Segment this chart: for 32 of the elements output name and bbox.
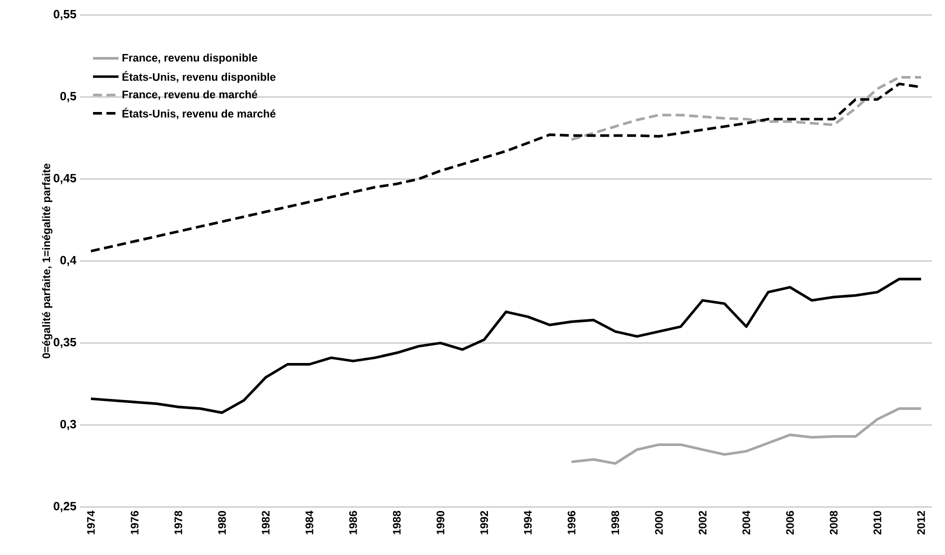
x-tick-label: 2012 [917,510,925,535]
x-tick-label: 1988 [392,510,401,534]
x-tick-label: 2010 [874,510,882,535]
x-tick-label: 1990 [436,510,444,534]
y-axis-title: 0=égalité parfaite, 1=inégalité parfaite [42,164,52,358]
legend-label: États-Unis, revenu de marché [122,108,276,120]
x-tick-label: 1984 [306,510,314,534]
x-tick-label: 2004 [742,510,750,535]
legend-label: France, revenu de marché [122,90,258,100]
y-tick-label: 0,4 [60,256,76,266]
x-tick-label: 1994 [524,510,532,534]
x-tick-label: 2002 [698,510,707,535]
y-tick-label: 0,5 [60,92,76,102]
x-tick-label: 1976 [130,510,139,534]
x-tick-label: 1996 [568,510,576,534]
x-tick-label: 1978 [174,510,182,534]
x-tick-label: 2008 [830,510,838,535]
y-tick-label: 0,35 [54,338,76,348]
x-tick-label: 1974 [87,510,95,534]
x-tick-label: 1982 [262,510,270,534]
y-tick-label: 0,3 [60,420,76,430]
x-tick-label: 1980 [218,510,226,534]
x-tick-label: 2000 [655,510,663,535]
legend-label: France, revenu disponible [122,54,258,64]
x-tick-label: 1992 [480,510,488,534]
x-tick-label: 2006 [786,510,794,535]
y-tick-label: 0,25 [54,502,76,512]
legend-label: États-Unis, revenu disponible [122,71,276,84]
x-tick-label: 1986 [349,510,357,534]
y-tick-label: 0,55 [54,10,76,20]
y-tick-label: 0,45 [54,174,76,184]
x-tick-label: 1998 [611,510,620,534]
